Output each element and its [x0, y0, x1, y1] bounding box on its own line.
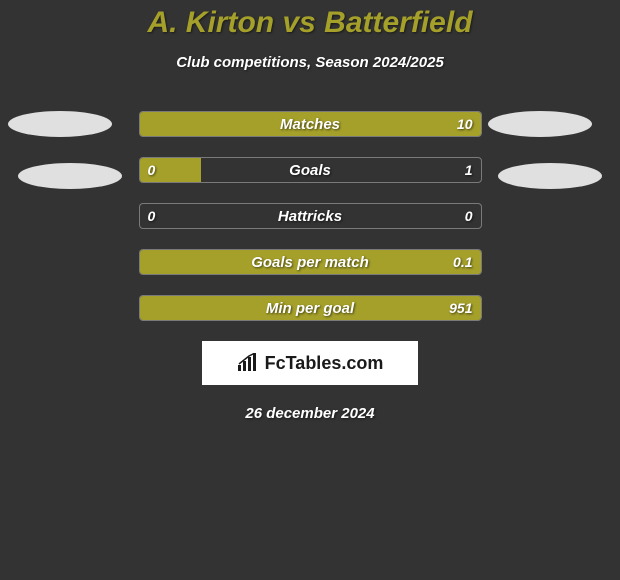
stat-label: Matches [140, 112, 481, 136]
watermark: FcTables.com [202, 341, 418, 385]
player-left-photo-top [8, 111, 112, 137]
bar-chart-icon [237, 353, 259, 373]
watermark-text: FcTables.com [265, 353, 384, 374]
stat-label: Goals per match [140, 250, 481, 274]
stat-value-left: 0 [148, 158, 156, 182]
stat-value-right: 0.1 [453, 250, 472, 274]
stat-rows: Matches10Goals01Hattricks00Goals per mat… [0, 111, 620, 321]
subtitle: Club competitions, Season 2024/2025 [0, 54, 620, 71]
stat-row: Goals per match0.1 [139, 249, 482, 275]
stat-value-right: 10 [457, 112, 473, 136]
stat-row: Matches10 [139, 111, 482, 137]
stat-value-left: 0 [148, 204, 156, 228]
stat-value-right: 951 [449, 296, 472, 320]
page-title: A. Kirton vs Batterfield [0, 0, 620, 40]
stat-row: Min per goal951 [139, 295, 482, 321]
stat-label: Min per goal [140, 296, 481, 320]
comparison-chart: Matches10Goals01Hattricks00Goals per mat… [0, 111, 620, 422]
date-label: 26 december 2024 [0, 405, 620, 422]
stat-label: Goals [140, 158, 481, 182]
player-right-photo-top [488, 111, 592, 137]
player-right-photo-bottom [498, 163, 602, 189]
stat-row: Hattricks0 0 [139, 203, 482, 229]
stat-value-right: 0 [465, 204, 473, 228]
stat-label: Hattricks [140, 204, 481, 228]
stat-row: Goals0 1 [139, 157, 482, 183]
stat-value-right: 1 [465, 158, 473, 182]
player-left-photo-bottom [18, 163, 122, 189]
